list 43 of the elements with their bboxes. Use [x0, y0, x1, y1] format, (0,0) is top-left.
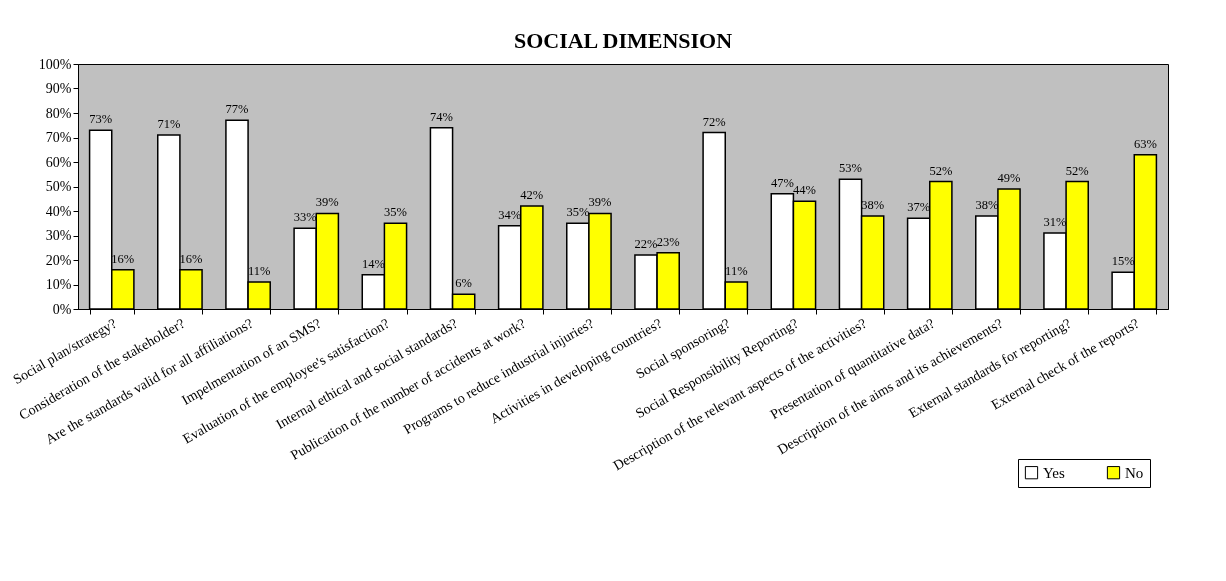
- data-label: 39%: [315, 195, 339, 210]
- data-label: 63%: [1133, 136, 1157, 151]
- y-tick-label: 30%: [45, 228, 72, 243]
- data-label: 73%: [89, 112, 113, 127]
- data-label: 39%: [588, 195, 612, 210]
- data-label: 44%: [793, 183, 816, 198]
- legend-label: No: [1125, 464, 1144, 481]
- y-tick-label: 20%: [45, 252, 72, 268]
- data-label: 23%: [656, 234, 680, 249]
- y-tick-label: 80%: [45, 105, 72, 121]
- data-label: 49%: [997, 170, 1021, 185]
- data-label: 35%: [384, 205, 407, 220]
- data-label: 42%: [520, 188, 544, 203]
- y-tick-label: 0%: [52, 301, 72, 317]
- data-label: 37%: [907, 200, 931, 215]
- data-label: 15%: [1111, 254, 1135, 269]
- data-label: 74%: [430, 109, 453, 124]
- data-label: 14%: [361, 256, 385, 271]
- data-label: 33%: [293, 210, 317, 225]
- legend-label: Yes: [1043, 464, 1065, 481]
- y-tick-label: 70%: [45, 130, 72, 145]
- data-label: 22%: [634, 237, 658, 252]
- data-label: 38%: [861, 197, 885, 212]
- data-label: 52%: [929, 163, 953, 178]
- y-tick-label: 40%: [45, 203, 72, 219]
- data-label: 16%: [111, 251, 135, 266]
- y-tick-label: 100%: [38, 56, 72, 72]
- data-label: 72%: [702, 114, 726, 129]
- y-tick-label: 50%: [45, 179, 72, 194]
- data-label: 53%: [839, 161, 862, 176]
- y-tick-label: 60%: [45, 154, 72, 170]
- data-label: 34%: [498, 207, 522, 222]
- data-label: 71%: [157, 117, 181, 132]
- y-tick-label: 90%: [45, 81, 72, 96]
- data-label: 11%: [247, 264, 271, 279]
- chart-title: SOCIAL DIMENSION: [513, 28, 733, 53]
- data-label: 6%: [455, 276, 472, 291]
- data-label: 52%: [1065, 163, 1089, 178]
- data-label: 35%: [566, 205, 590, 220]
- y-tick-label: 10%: [45, 277, 72, 292]
- data-label: 47%: [770, 175, 794, 190]
- data-label: 77%: [225, 102, 249, 117]
- data-label: 11%: [725, 264, 748, 279]
